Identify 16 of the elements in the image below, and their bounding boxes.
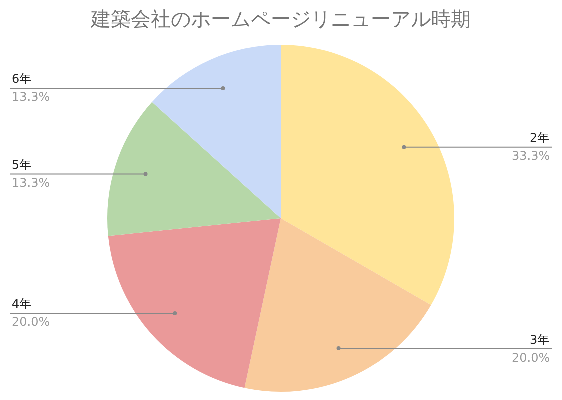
pie-slice bbox=[152, 45, 281, 218]
slice-label: 3年 bbox=[530, 333, 550, 347]
pie-slice bbox=[244, 218, 432, 392]
slice-label: 2年 bbox=[530, 131, 550, 145]
chart-title: 建築会社のホームページリニューアル時期 bbox=[90, 7, 471, 31]
data-label: 33.3% bbox=[512, 149, 550, 163]
data-label: 13.3% bbox=[12, 176, 50, 190]
pie-slice bbox=[281, 45, 454, 306]
data-label: 20.0% bbox=[512, 351, 550, 365]
pie-slice bbox=[108, 102, 281, 236]
data-label: 13.3% bbox=[12, 90, 50, 104]
data-label: 20.0% bbox=[12, 315, 50, 329]
slice-label: 4年 bbox=[12, 297, 32, 311]
slice-label: 5年 bbox=[12, 158, 32, 172]
pie-slice bbox=[108, 218, 281, 388]
slice-label: 6年 bbox=[12, 72, 32, 86]
